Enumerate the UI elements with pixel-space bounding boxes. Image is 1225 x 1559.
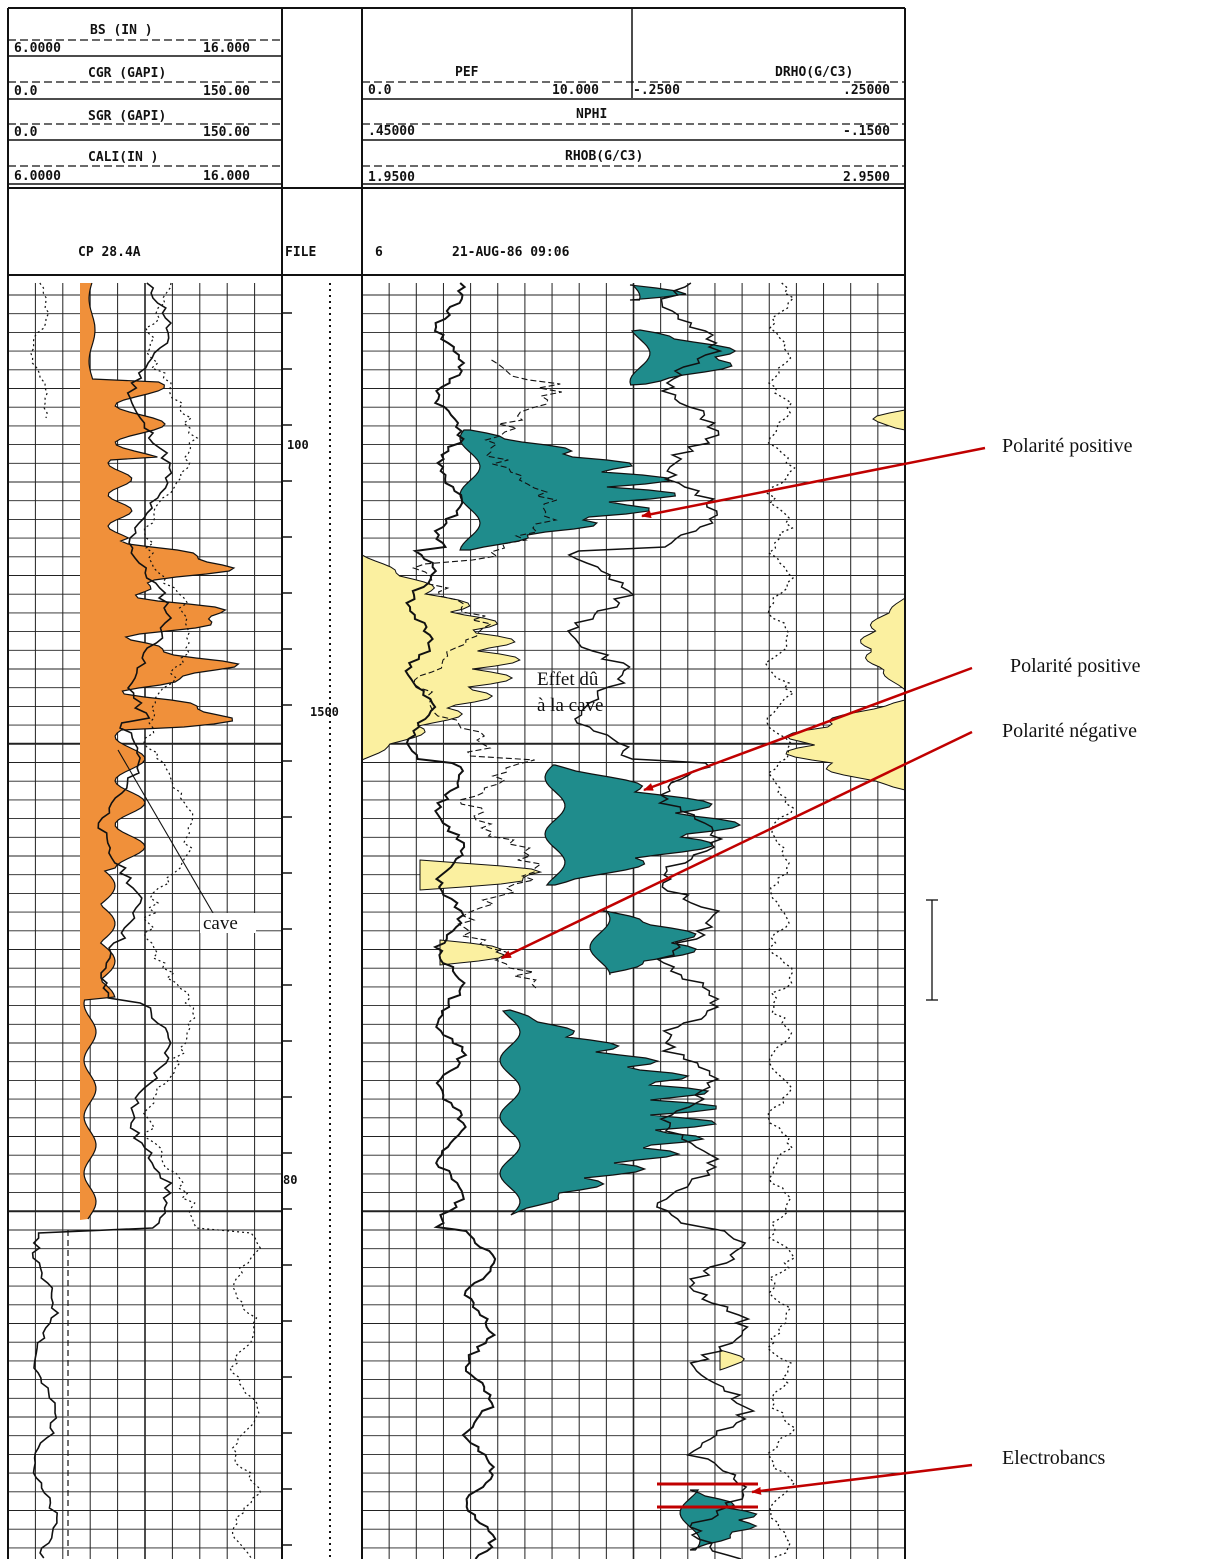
drho-dotted-curve <box>764 282 796 1559</box>
caliper-curve <box>31 282 173 1559</box>
nphi-curve-name: NPHI <box>576 107 607 122</box>
depth-labels: 100 1500 80 <box>283 438 339 1187</box>
negative-fill <box>719 1349 746 1371</box>
positive-fill <box>459 429 677 551</box>
positive-fill <box>499 1009 718 1216</box>
file-number: 6 <box>375 245 383 260</box>
file-label: FILE <box>285 245 316 260</box>
callout-arrow <box>501 730 973 960</box>
bs-curve-name: BS (IN ) <box>90 23 153 38</box>
cave-leader-line <box>117 749 214 914</box>
run-info: CP 28.4A FILE 6 21-AUG-86 09:06 <box>78 245 570 260</box>
log-fills <box>80 283 906 1551</box>
positive-fill <box>629 284 687 301</box>
cgr-min: 0.0 <box>14 84 38 99</box>
cgr-curve-name: CGR (GAPI) <box>88 66 166 81</box>
callout-arrow <box>643 666 973 792</box>
sgr-min: 0.0 <box>14 125 38 140</box>
negative-fill <box>860 597 906 692</box>
negative-fill <box>419 859 543 891</box>
pef-curve <box>566 282 756 1559</box>
callout-polarite-negative: Polarité négative <box>1002 720 1137 742</box>
nphi-dashed-curve <box>411 359 562 989</box>
depth-label-80: 80 <box>283 1173 297 1187</box>
callout-electrobancs: Electrobancs <box>1002 1447 1105 1469</box>
callout-arrows <box>501 446 986 1509</box>
positive-fill <box>629 329 737 386</box>
rhob-min: 1.9500 <box>368 170 415 185</box>
depth-label-1500: 1500 <box>310 705 339 719</box>
rhob-curve <box>404 282 497 1559</box>
rhob-max: 2.9500 <box>843 170 890 185</box>
sgr-curve-name: SGR (GAPI) <box>88 109 166 124</box>
bs-min: 6.0000 <box>14 41 61 56</box>
positive-fill <box>544 764 742 886</box>
negative-fill <box>785 699 906 791</box>
callout-polarite-positive-1: Polarité positive <box>1002 435 1133 457</box>
header-right: PEF 0.0 10.000 DRHO(G/C3) -.2500 .25000 … <box>368 65 890 185</box>
effet-annotation-line1: Effet dû <box>537 669 599 690</box>
run-datetime: 21-AUG-86 09:06 <box>452 245 570 260</box>
log-grid <box>7 283 906 1559</box>
sgr-dotted-curve <box>142 282 262 1559</box>
negative-fill <box>439 939 506 966</box>
pef-min: 0.0 <box>368 83 392 98</box>
cgr-max: 150.00 <box>203 84 250 99</box>
effet-annotation-line2: à la cave <box>537 695 603 716</box>
rhob-curve-name: RHOB(G/C3) <box>565 149 643 164</box>
drho-curve-name: DRHO(G/C3) <box>775 65 853 80</box>
bs-max: 16.000 <box>203 41 250 56</box>
nphi-min: .45000 <box>368 124 415 139</box>
depth-label-100: 100 <box>287 438 309 452</box>
negative-fill <box>872 409 906 431</box>
gamma-fill <box>80 283 239 1220</box>
cave-label-bg <box>200 913 256 933</box>
log-frame <box>7 7 906 1559</box>
pef-curve-name: PEF <box>455 65 479 80</box>
pef-max: 10.000 <box>552 83 599 98</box>
sgr-max: 150.00 <box>203 125 250 140</box>
log-curves <box>30 282 938 1559</box>
tool-label: CP 28.4A <box>78 245 141 260</box>
header-left: BS (IN ) 6.0000 16.000 CGR (GAPI) 0.0 15… <box>14 23 250 184</box>
callout-arrow <box>641 446 986 519</box>
drho-min: -.2500 <box>633 83 680 98</box>
cave-annotation: cave <box>203 913 238 934</box>
nphi-max: -.1500 <box>843 124 890 139</box>
cali-min: 6.0000 <box>14 169 61 184</box>
drho-max: .25000 <box>843 83 890 98</box>
negative-fill <box>361 554 521 761</box>
callout-arrow <box>751 1463 973 1495</box>
positive-fill <box>589 909 697 976</box>
cali-curve-name: CALI(IN ) <box>88 150 158 165</box>
bs-dotted-curve <box>30 282 50 419</box>
cali-max: 16.000 <box>203 169 250 184</box>
callout-polarite-positive-2: Polarité positive <box>1010 655 1141 677</box>
positive-fill <box>679 1489 758 1551</box>
